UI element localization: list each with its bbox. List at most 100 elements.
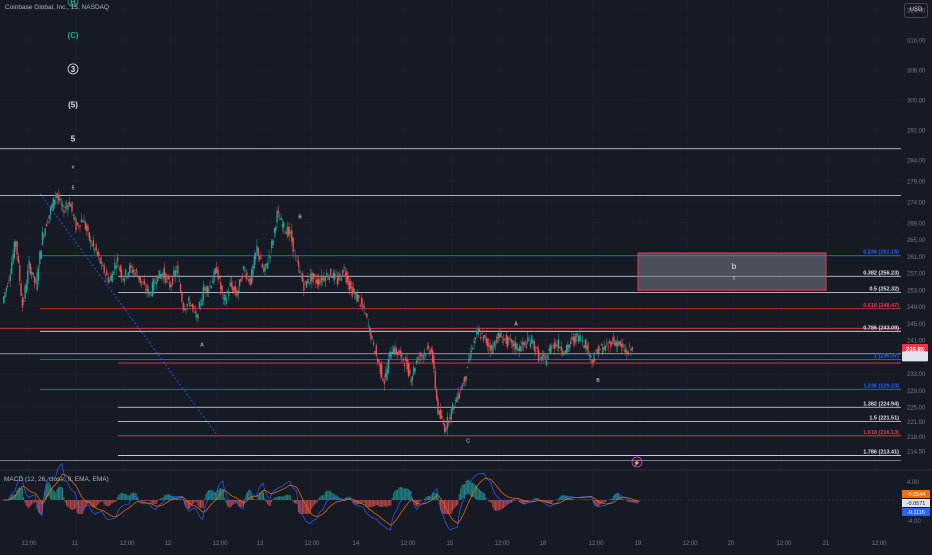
candle (270, 257, 271, 258)
candle (73, 215, 74, 216)
macd-bar (287, 495, 288, 500)
candle (85, 222, 86, 229)
candle (535, 351, 536, 352)
candle (390, 352, 391, 359)
candle (204, 289, 205, 291)
candle (610, 342, 611, 347)
macd-bar (199, 500, 200, 507)
candle (264, 264, 265, 271)
candle (349, 282, 350, 290)
macd-bar (24, 500, 25, 503)
candle (160, 274, 161, 278)
macd-bar (274, 498, 275, 500)
candle (306, 281, 307, 287)
candle (361, 298, 362, 304)
macd-bar (221, 488, 222, 500)
macd-bar (130, 494, 131, 500)
candle (382, 378, 383, 381)
macd-bar (278, 496, 279, 500)
candle (43, 235, 44, 236)
macd-bar (494, 500, 495, 510)
macd-bar (55, 493, 56, 500)
candle (594, 358, 595, 361)
macd-bar (524, 500, 525, 504)
candle (256, 246, 257, 253)
macd-bar (396, 490, 397, 500)
candle (562, 351, 563, 354)
candle (263, 268, 264, 271)
candle (113, 272, 114, 273)
currency-button[interactable]: USD (904, 3, 928, 18)
candle (94, 249, 95, 250)
macd-bar (435, 493, 436, 500)
macd-bar (457, 500, 458, 505)
macd-bar (331, 492, 332, 500)
candle (412, 376, 413, 380)
candle (200, 304, 201, 305)
candle (365, 314, 366, 315)
macd-bar (11, 495, 12, 500)
fib-label: 0.618 (248.47) (863, 303, 899, 309)
macd-bar (27, 500, 28, 507)
candle (16, 241, 17, 254)
macd-bar (376, 500, 377, 506)
candle (215, 268, 216, 274)
candle (65, 207, 66, 208)
macd-bar (318, 499, 319, 500)
candle (223, 298, 224, 299)
candle (248, 279, 249, 281)
macd-bar (279, 496, 280, 500)
candle (589, 355, 590, 356)
candle (104, 265, 105, 273)
macd-legend: MACD (12, 26, close, 9, EMA, EMA) (4, 476, 109, 483)
candle (110, 276, 111, 281)
macd-bar (197, 500, 198, 505)
time-tick: 20 (728, 541, 735, 547)
macd-bar (393, 493, 394, 500)
candle (278, 211, 279, 213)
candle (337, 278, 338, 284)
candle (360, 305, 361, 306)
macd-bar (321, 496, 322, 500)
macd-bar (460, 488, 461, 500)
price-tick: 265.00 (907, 238, 926, 244)
macd-bar (369, 500, 370, 507)
candle (628, 353, 629, 354)
candle (468, 360, 469, 361)
candle (149, 293, 150, 294)
macd-bar (451, 500, 452, 514)
macd-bar (456, 500, 457, 506)
candle (364, 306, 365, 307)
candle (417, 358, 418, 361)
candle (397, 352, 398, 355)
candle (626, 351, 627, 353)
candle (491, 345, 492, 349)
candle (7, 286, 8, 287)
macd-bar (322, 495, 323, 500)
candle (3, 297, 4, 303)
wave-label: 5 (71, 134, 76, 143)
macd-bar (378, 500, 379, 506)
macd-bar (69, 500, 70, 508)
macd-bar (263, 492, 264, 500)
candle (226, 297, 227, 304)
wave-label: (5) (68, 101, 78, 110)
macd-bar (179, 498, 180, 500)
macd-bar (502, 500, 503, 509)
macd-bar (289, 495, 290, 500)
macd-bar (455, 500, 456, 507)
candle (224, 295, 225, 301)
candle (358, 295, 359, 298)
macd-bar (315, 500, 316, 503)
price-tick: 274.00 (907, 200, 926, 206)
macd-bar (488, 500, 489, 502)
macd-bar (203, 500, 204, 508)
candle (279, 219, 280, 220)
candle (130, 265, 131, 268)
macd-bar (65, 500, 66, 502)
candle (28, 261, 29, 269)
candle (601, 344, 602, 345)
wave-label: (C) (67, 31, 78, 40)
